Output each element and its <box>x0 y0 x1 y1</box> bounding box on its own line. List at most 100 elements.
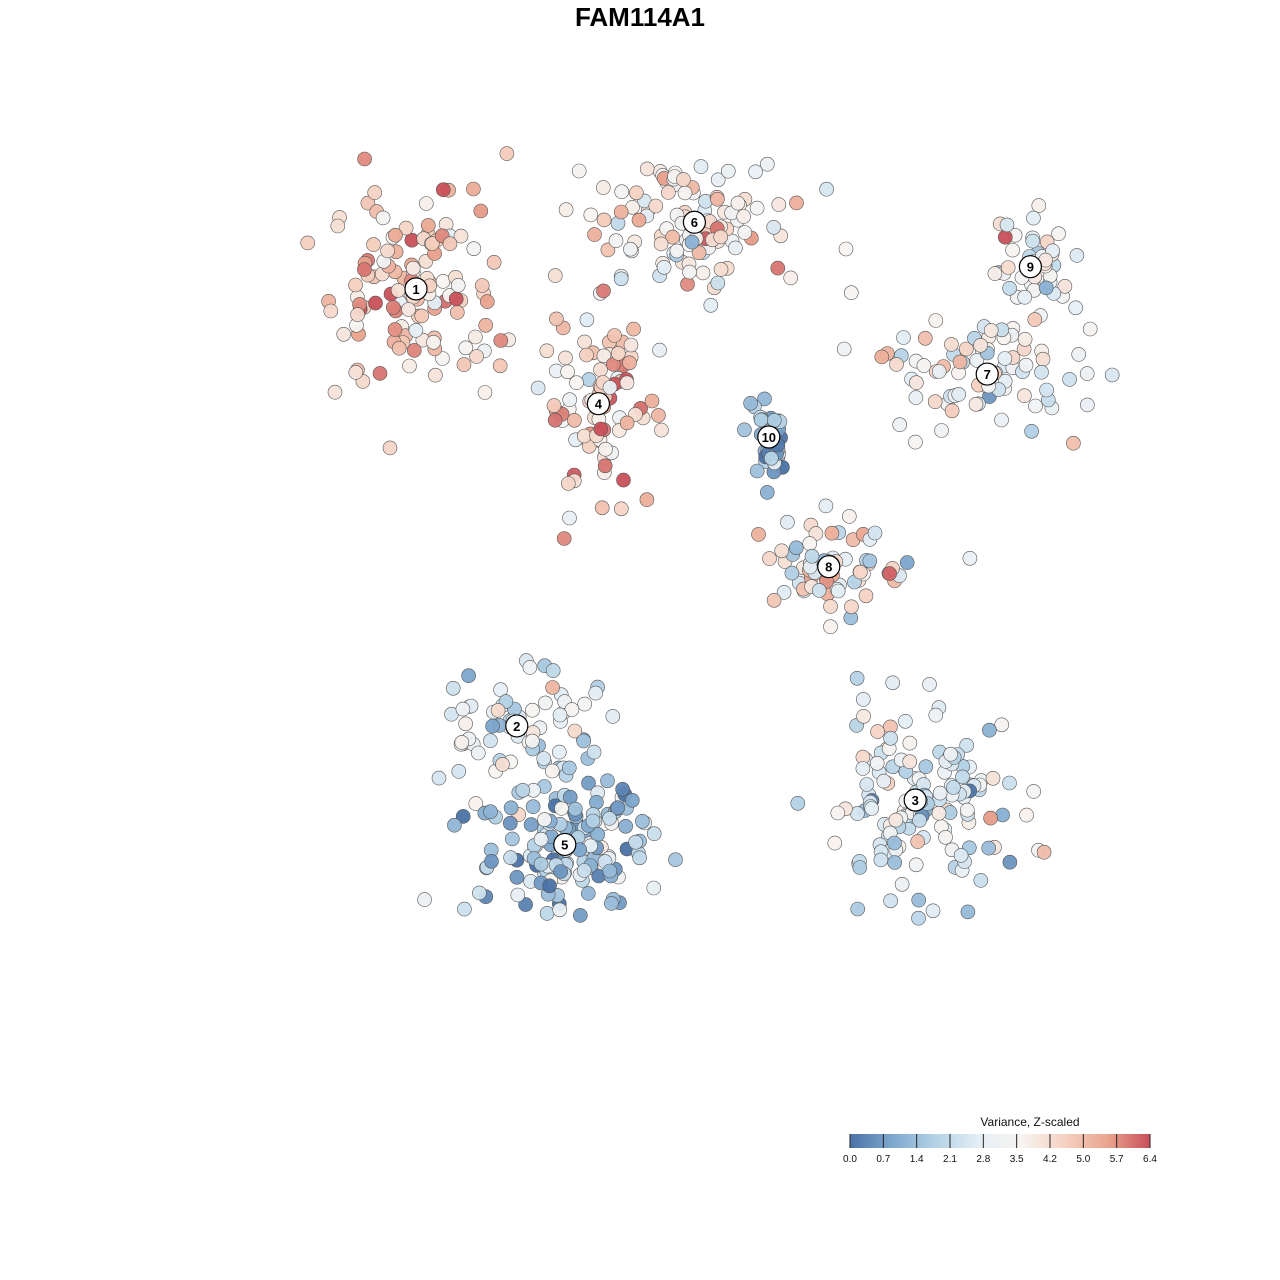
data-point <box>931 805 947 821</box>
data-point <box>598 441 613 457</box>
data-point <box>953 848 969 863</box>
data-point <box>770 260 786 276</box>
data-point <box>1080 397 1095 413</box>
data-point <box>418 196 434 211</box>
data-point <box>676 172 691 187</box>
data-point <box>819 181 834 197</box>
data-point <box>483 804 498 820</box>
data-point <box>969 353 985 368</box>
data-point <box>927 394 943 410</box>
data-point <box>693 159 709 174</box>
data-point <box>435 182 451 197</box>
data-point <box>473 203 489 219</box>
data-point <box>802 536 818 551</box>
data-point <box>899 555 915 570</box>
legend-tick-label: 2.1 <box>943 1154 957 1165</box>
data-point <box>684 234 700 250</box>
cluster-label-10: 10 <box>757 425 781 449</box>
data-point <box>973 337 988 353</box>
data-point <box>928 313 944 328</box>
data-point <box>456 357 472 372</box>
data-point <box>385 300 401 315</box>
svg-text:10: 10 <box>762 430 776 445</box>
data-point <box>492 358 508 374</box>
data-point <box>577 334 592 350</box>
data-point <box>987 266 1003 281</box>
svg-text:3: 3 <box>912 793 919 808</box>
data-point <box>908 390 924 405</box>
data-point <box>485 718 500 734</box>
data-point <box>401 302 416 317</box>
data-point <box>873 852 889 868</box>
data-point <box>788 540 804 556</box>
data-point <box>502 815 518 831</box>
data-point <box>623 337 639 353</box>
data-point <box>468 796 484 811</box>
legend-title: Variance, Z-scaled <box>980 1115 1079 1129</box>
data-point <box>648 198 664 214</box>
cluster-label-7: 7 <box>975 362 999 386</box>
data-point <box>600 242 616 258</box>
data-point <box>830 805 846 821</box>
data-point <box>547 268 563 283</box>
data-point <box>530 380 546 396</box>
data-point <box>728 240 743 256</box>
data-point <box>442 236 458 251</box>
data-point <box>855 761 871 776</box>
data-point <box>576 733 592 749</box>
svg-text:6: 6 <box>691 215 698 230</box>
data-point <box>759 485 775 500</box>
data-point <box>450 277 466 293</box>
data-point <box>522 660 538 675</box>
data-point <box>858 588 874 604</box>
data-point <box>654 422 669 438</box>
svg-text:2: 2 <box>513 719 520 734</box>
data-point <box>562 392 578 408</box>
data-point <box>703 297 719 313</box>
data-point <box>896 330 911 345</box>
data-point <box>607 328 622 343</box>
data-points <box>300 146 1120 926</box>
data-point <box>478 317 494 333</box>
data-point <box>556 531 572 546</box>
legend-tick-label: 0.0 <box>843 1154 857 1165</box>
data-point <box>841 509 857 524</box>
data-point <box>628 834 644 850</box>
data-point <box>682 264 697 280</box>
data-point <box>669 243 685 259</box>
data-point <box>614 184 630 199</box>
cluster-label-9: 9 <box>1018 255 1043 279</box>
cluster-labels: 1 2 3 4 5 6 7 8 9 10 <box>404 210 1043 857</box>
data-point <box>613 501 629 517</box>
data-point <box>856 708 871 724</box>
data-point <box>424 236 440 251</box>
data-point <box>749 463 765 479</box>
data-point <box>710 172 726 188</box>
data-point <box>616 472 631 488</box>
data-point <box>571 163 587 179</box>
data-point <box>510 887 526 903</box>
data-point <box>1018 357 1034 373</box>
data-point <box>823 619 838 635</box>
data-point <box>602 811 617 826</box>
data-point <box>952 354 968 370</box>
data-point <box>973 873 989 888</box>
data-point <box>646 826 662 842</box>
data-point <box>552 707 568 723</box>
data-point <box>691 245 707 260</box>
data-point <box>639 161 655 177</box>
data-point <box>554 801 569 816</box>
data-point <box>994 717 1010 733</box>
data-point <box>327 384 343 400</box>
data-point <box>1026 210 1041 226</box>
data-point <box>523 817 539 832</box>
data-point <box>477 385 493 400</box>
legend-tick-label: 5.0 <box>1076 1154 1090 1165</box>
data-point <box>994 412 1009 428</box>
svg-text:8: 8 <box>825 560 832 575</box>
data-point <box>486 254 502 270</box>
data-point <box>639 492 655 508</box>
data-point <box>1002 775 1017 791</box>
data-point <box>458 340 474 356</box>
data-point <box>398 220 414 236</box>
